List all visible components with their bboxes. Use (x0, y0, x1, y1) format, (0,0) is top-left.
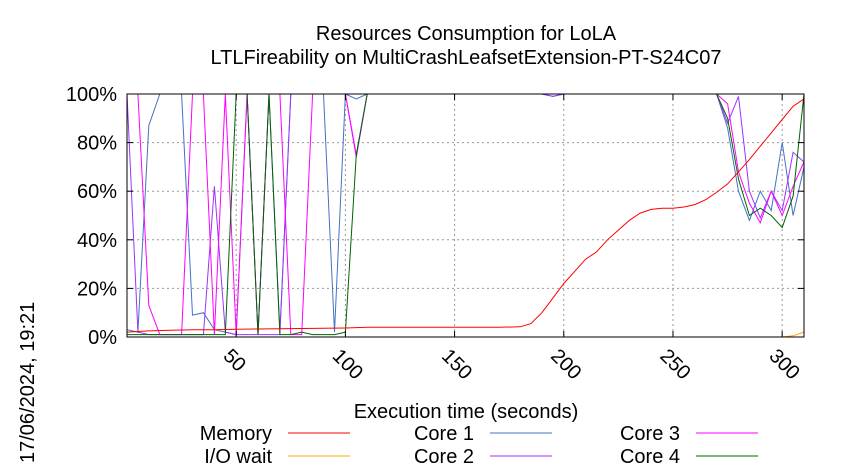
legend-label: Core 3 (620, 423, 680, 445)
chart-title: Resources Consumption for LoLA (316, 23, 617, 45)
legend-label: Core 2 (414, 446, 474, 468)
series-layer (126, 93, 805, 338)
series-line-core-4 (127, 93, 805, 336)
legend-label: Memory (200, 423, 272, 445)
legend-label: Core 4 (620, 446, 680, 468)
series-line-core-2 (126, 93, 805, 336)
x-tick-label: 250 (655, 345, 694, 384)
legend-label: I/O wait (204, 446, 272, 468)
y-tick-label: 0% (88, 327, 117, 349)
chart-subtitle: LTLFireability on MultiCrashLeafsetExten… (211, 47, 722, 69)
plot-frame (126, 93, 805, 338)
timestamp-label: 17/06/2024, 19:21 (17, 302, 39, 463)
y-tick-label: 100% (66, 84, 117, 106)
grid-lines (127, 94, 804, 337)
x-tick-label: 50 (219, 345, 250, 376)
legend-label: Core 1 (414, 423, 474, 445)
y-tick-label: 60% (77, 181, 117, 203)
y-tick-label: 20% (77, 278, 117, 300)
y-tick-label: 80% (77, 133, 117, 155)
x-tick-label: 100 (328, 345, 367, 384)
series-line-memory (126, 98, 805, 333)
axis-ticks: 0% 20% 40% 60% 80% 100% 50 100 150 200 250 300 (66, 84, 804, 384)
x-tick-label: 300 (765, 345, 804, 384)
series-line-core-1 (126, 93, 805, 336)
series-line-core-3 (127, 93, 805, 336)
x-tick-label: 200 (546, 345, 585, 384)
y-tick-label: 40% (77, 230, 117, 252)
x-tick-label: 150 (437, 345, 476, 384)
x-axis-label: Execution time (seconds) (354, 401, 579, 423)
